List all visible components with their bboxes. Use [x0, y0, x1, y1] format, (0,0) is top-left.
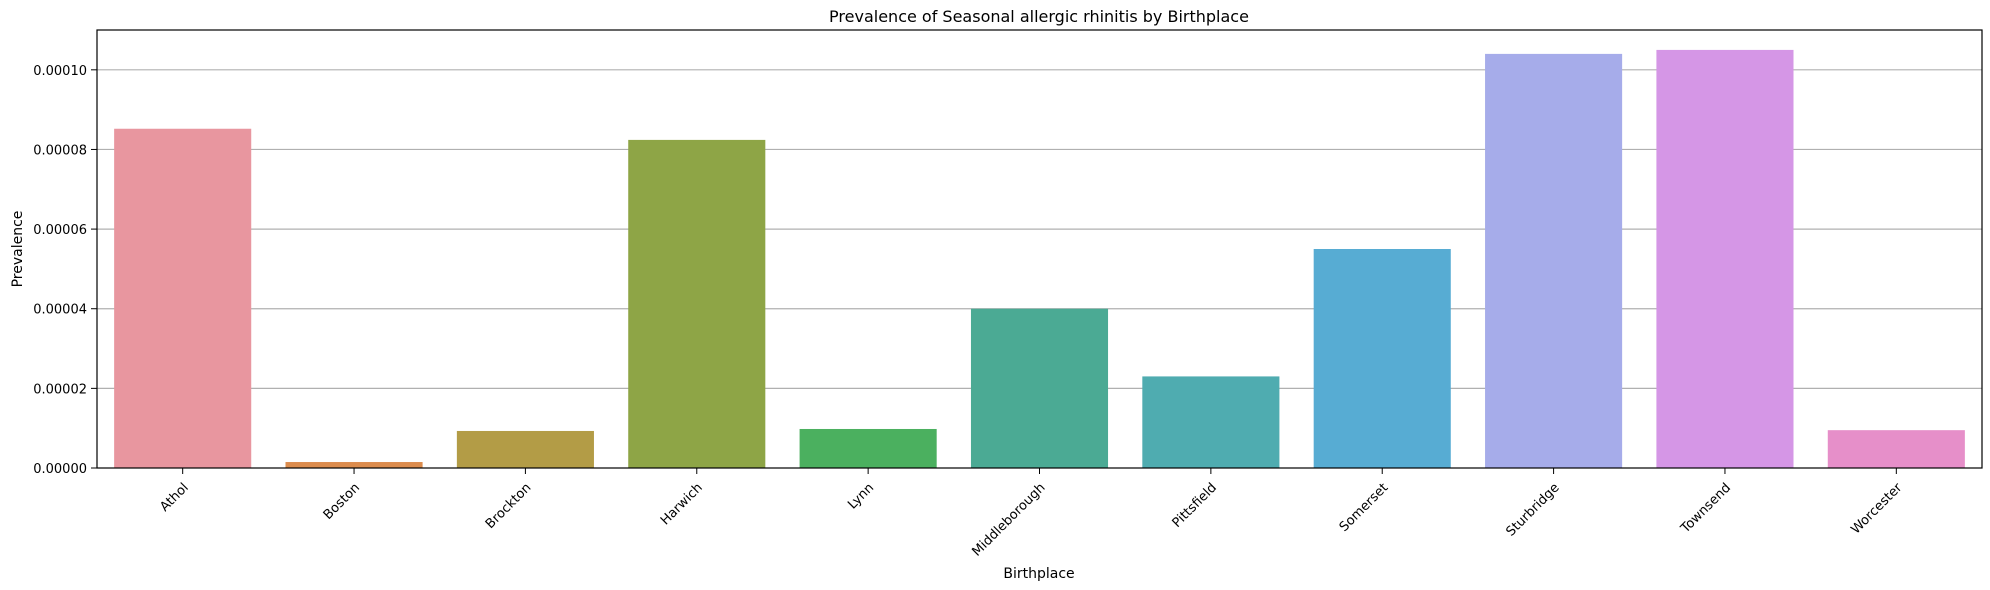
x-tick-label: Somerset — [1337, 480, 1392, 535]
bar-brockton — [456, 430, 594, 468]
y-tick-label: 0.00008 — [33, 143, 87, 158]
x-tick-label: Boston — [321, 480, 363, 522]
bar-worcester — [1827, 430, 1965, 468]
x-axis-label: Birthplace — [1003, 566, 1074, 582]
x-tick-label: Townsend — [1678, 480, 1734, 536]
x-tick-label: Pittsfield — [1170, 480, 1220, 530]
bars — [114, 49, 1965, 469]
x-tick-label: Harwich — [658, 480, 706, 528]
y-tick-label: 0.00006 — [33, 223, 87, 238]
bar-somerset — [1313, 249, 1451, 468]
x-tick-label: Worcester — [1848, 480, 1905, 537]
bar-pittsfield — [1142, 376, 1280, 468]
y-tick-label: 0.00000 — [33, 462, 87, 477]
y-axis-label: Prevalence — [10, 211, 26, 288]
bar-middleborough — [970, 308, 1109, 468]
y-axis: 0.00000 0.00002 0.00004 0.00006 0.00008 0.000… — [33, 64, 97, 477]
x-axis: Athol Boston Brockton Harwich Lynn Middleboro… — [157, 468, 1906, 560]
y-tick-label: 0.00010 — [33, 64, 87, 79]
x-tick-label: Lynn — [845, 480, 877, 512]
chart-title: Prevalence of Seasonal allergic rhinitis… — [829, 7, 1249, 26]
bar-sturbridge — [1485, 53, 1623, 469]
bar-harwich — [628, 139, 766, 468]
bar-townsend — [1656, 49, 1794, 469]
x-tick-label: Sturbridge — [1503, 480, 1562, 539]
x-tick-label: Middleborough — [969, 480, 1048, 559]
bar-athol — [114, 128, 252, 468]
bar-lynn — [799, 428, 937, 468]
x-tick-label: Athol — [157, 480, 191, 514]
x-tick-label: Brockton — [483, 480, 535, 532]
plot-frame — [96, 29, 1983, 469]
y-tick-label: 0.00002 — [33, 382, 87, 397]
y-tick-label: 0.00004 — [33, 303, 87, 318]
bar-boston — [285, 462, 423, 468]
